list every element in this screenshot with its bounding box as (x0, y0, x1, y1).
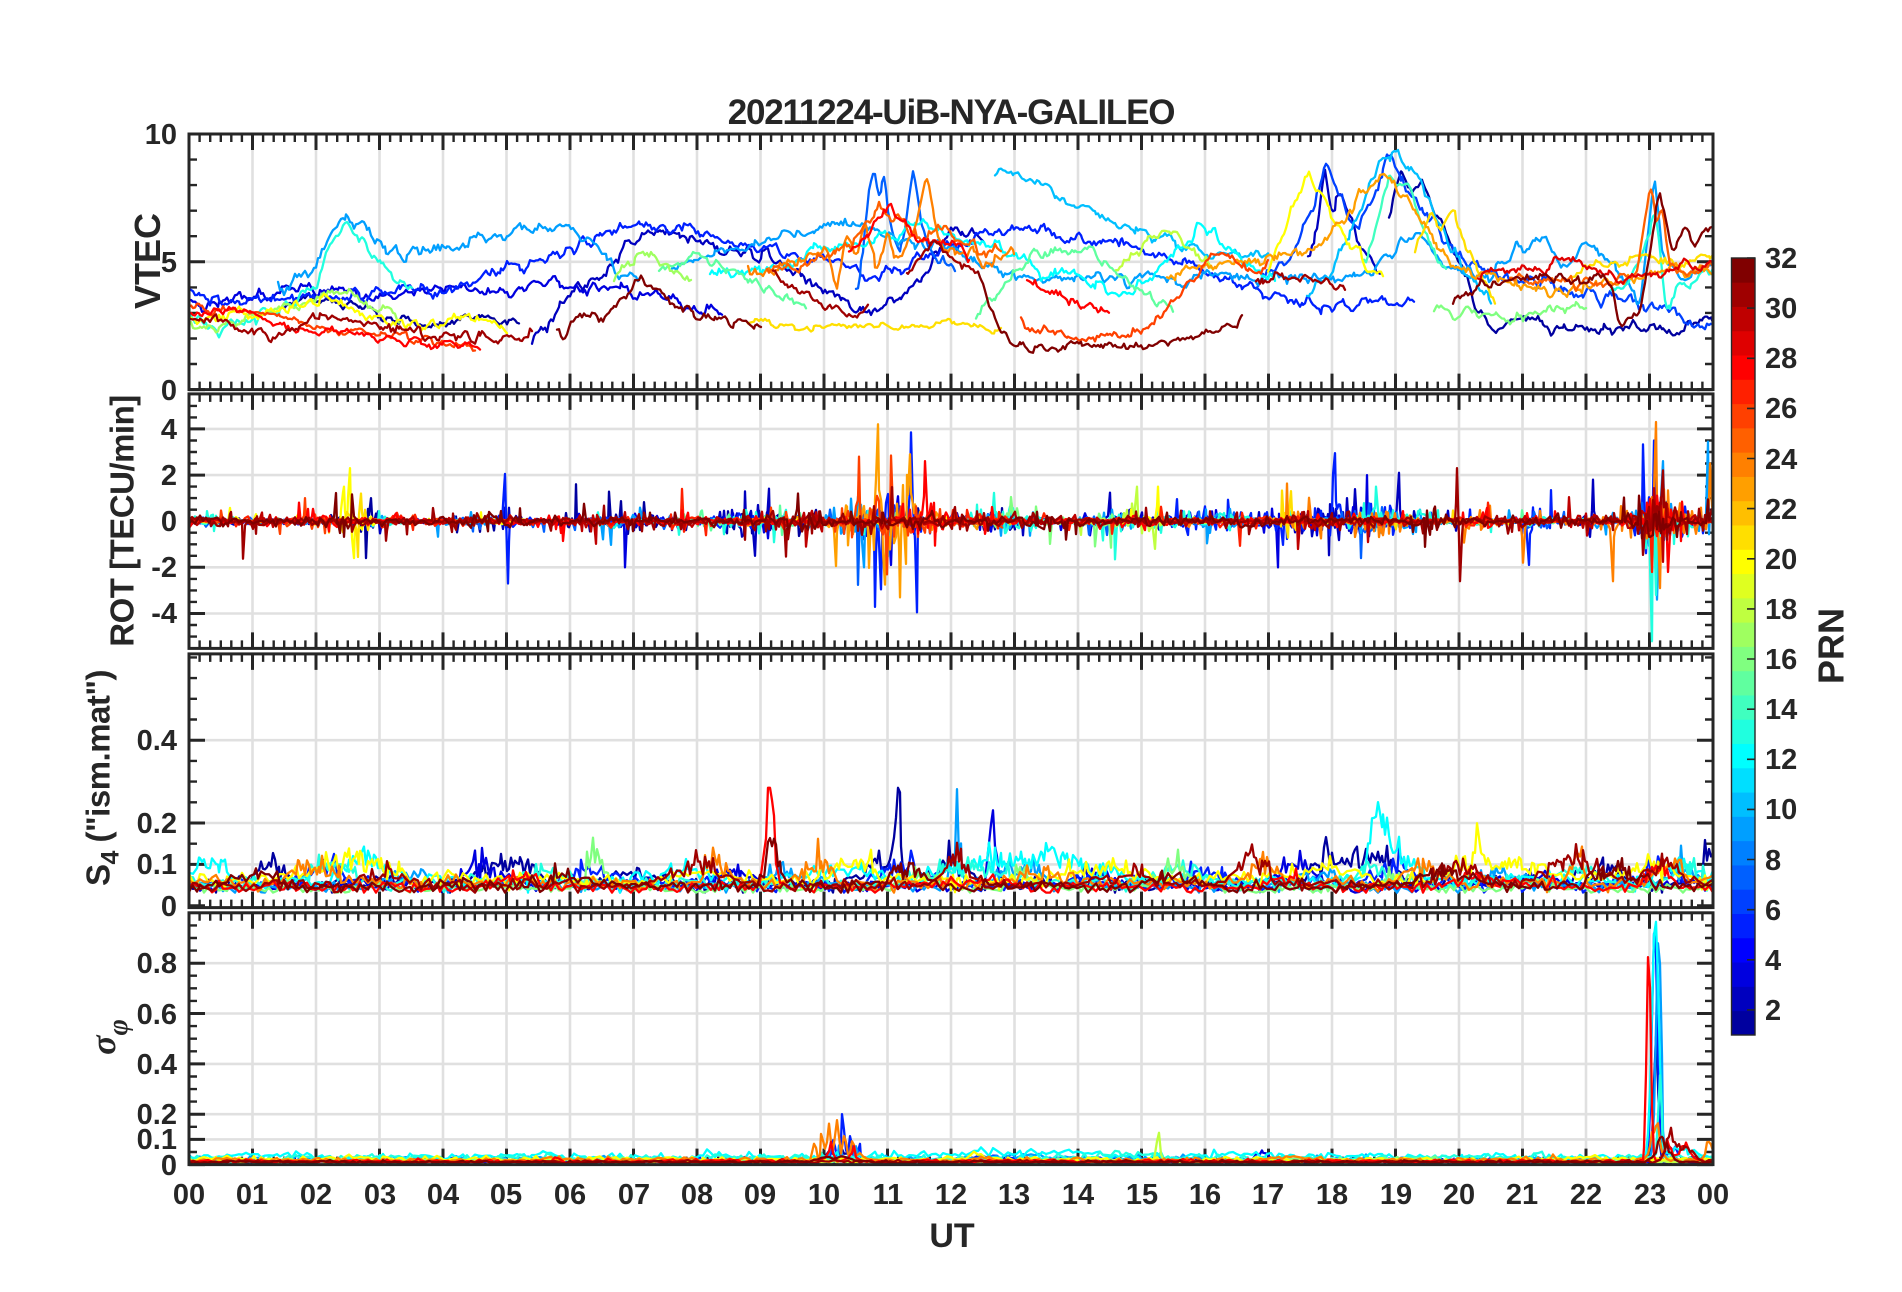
svg-text:03: 03 (364, 1179, 396, 1211)
svg-text:16: 16 (1189, 1179, 1221, 1211)
svg-text:26: 26 (1765, 393, 1797, 425)
svg-text:0.4: 0.4 (137, 725, 177, 757)
svg-text:07: 07 (618, 1179, 650, 1211)
svg-text:15: 15 (1126, 1179, 1158, 1211)
svg-text:10: 10 (808, 1179, 840, 1211)
svg-text:0: 0 (161, 506, 177, 538)
svg-text:0.1: 0.1 (137, 849, 177, 881)
svg-text:00: 00 (173, 1179, 205, 1211)
svg-text:13: 13 (998, 1179, 1030, 1211)
svg-text:2: 2 (1765, 995, 1781, 1027)
svg-text:28: 28 (1765, 343, 1797, 375)
svg-text:20211224-UiB-NYA-GALILEO: 20211224-UiB-NYA-GALILEO (728, 93, 1174, 132)
svg-text:01: 01 (236, 1179, 268, 1211)
svg-text:0: 0 (161, 375, 177, 407)
svg-text:02: 02 (300, 1179, 332, 1211)
svg-text:18: 18 (1765, 594, 1797, 626)
svg-text:21: 21 (1506, 1179, 1538, 1211)
svg-text:10: 10 (145, 119, 177, 151)
svg-text:0.6: 0.6 (137, 999, 177, 1031)
svg-text:22: 22 (1570, 1179, 1602, 1211)
svg-text:20: 20 (1765, 544, 1797, 576)
svg-text:20: 20 (1443, 1179, 1475, 1211)
svg-text:8: 8 (1765, 845, 1781, 877)
svg-text:23: 23 (1634, 1179, 1666, 1211)
svg-text:17: 17 (1252, 1179, 1284, 1211)
svg-text:24: 24 (1765, 444, 1797, 476)
svg-text:12: 12 (1765, 744, 1797, 776)
svg-text:09: 09 (744, 1179, 776, 1211)
svg-text:4: 4 (1765, 945, 1781, 977)
svg-text:0.2: 0.2 (137, 1099, 177, 1131)
svg-text:14: 14 (1765, 694, 1797, 726)
svg-text:10: 10 (1765, 794, 1797, 826)
svg-text:30: 30 (1765, 293, 1797, 325)
svg-text:12: 12 (935, 1179, 967, 1211)
svg-text:0.1: 0.1 (137, 1124, 177, 1156)
svg-text:VTEC: VTEC (127, 213, 168, 309)
svg-text:06: 06 (554, 1179, 586, 1211)
svg-text:18: 18 (1316, 1179, 1348, 1211)
svg-text:04: 04 (427, 1179, 459, 1211)
svg-text:0.2: 0.2 (137, 808, 177, 840)
svg-text:22: 22 (1765, 494, 1797, 526)
svg-text:UT: UT (929, 1217, 975, 1255)
svg-text:-2: -2 (151, 552, 177, 584)
svg-text:2: 2 (161, 460, 177, 492)
svg-text:00: 00 (1697, 1179, 1729, 1211)
svg-text:-4: -4 (151, 598, 177, 630)
svg-text:0.4: 0.4 (137, 1049, 177, 1081)
svg-text:05: 05 (490, 1179, 522, 1211)
svg-text:11: 11 (873, 1179, 904, 1211)
svg-text:ROT [TECU/min]: ROT [TECU/min] (104, 395, 141, 646)
svg-text:4: 4 (161, 414, 177, 446)
svg-text:16: 16 (1765, 644, 1797, 676)
svg-text:19: 19 (1380, 1179, 1412, 1211)
svg-text:32: 32 (1765, 243, 1797, 275)
svg-text:0.8: 0.8 (137, 948, 177, 980)
svg-text:0: 0 (161, 1150, 177, 1182)
svg-text:0: 0 (161, 891, 177, 923)
svg-text:6: 6 (1765, 895, 1781, 927)
svg-text:14: 14 (1062, 1179, 1094, 1211)
svg-text:08: 08 (681, 1179, 713, 1211)
svg-text:5: 5 (161, 247, 177, 279)
svg-text:PRN: PRN (1811, 608, 1852, 684)
